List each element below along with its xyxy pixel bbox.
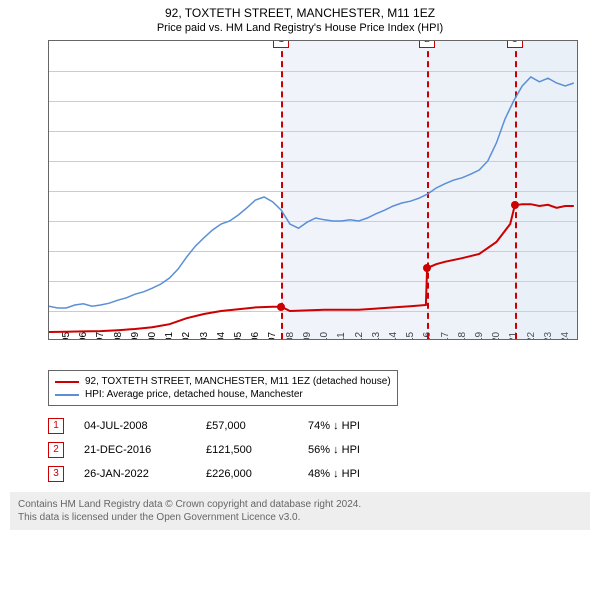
event-date: 04-JUL-2008 [84, 420, 194, 432]
legend-swatch [55, 381, 79, 383]
event-date: 21-DEC-2016 [84, 444, 194, 456]
plot-area: £0£50K£100K£150K£200K£250K£300K£350K£400… [48, 40, 578, 340]
event-dot [511, 201, 519, 209]
legend-item: HPI: Average price, detached house, Manc… [55, 388, 391, 401]
event-table: 1 04-JUL-2008 £57,000 74% ↓ HPI 2 21-DEC-2016… [48, 414, 590, 486]
series-svg [49, 41, 578, 340]
attribution-line: Contains HM Land Registry data © Crown c… [18, 498, 582, 511]
event-delta: 48% ↓ HPI [308, 468, 398, 480]
event-date: 26-JAN-2022 [84, 468, 194, 480]
event-dot [423, 264, 431, 272]
series-hpi [49, 77, 574, 308]
page-title: 92, TOXTETH STREET, MANCHESTER, M11 1EZ [10, 6, 590, 20]
attribution: Contains HM Land Registry data © Crown c… [10, 492, 590, 530]
attribution-line: This data is licensed under the Open Gov… [18, 511, 582, 524]
event-row: 1 04-JUL-2008 £57,000 74% ↓ HPI [48, 414, 590, 438]
event-number-box: 3 [48, 466, 64, 482]
event-row: 2 21-DEC-2016 £121,500 56% ↓ HPI [48, 438, 590, 462]
event-number-box: 1 [48, 418, 64, 434]
event-delta: 74% ↓ HPI [308, 420, 398, 432]
event-price: £226,000 [206, 468, 296, 480]
event-price: £57,000 [206, 420, 296, 432]
legend-label: HPI: Average price, detached house, Manc… [85, 389, 303, 400]
event-row: 3 26-JAN-2022 £226,000 48% ↓ HPI [48, 462, 590, 486]
legend: 92, TOXTETH STREET, MANCHESTER, M11 1EZ … [48, 370, 398, 406]
event-dot [277, 303, 285, 311]
series-property [49, 204, 574, 332]
legend-label: 92, TOXTETH STREET, MANCHESTER, M11 1EZ … [85, 376, 391, 387]
event-delta: 56% ↓ HPI [308, 444, 398, 456]
page-subtitle: Price paid vs. HM Land Registry's House … [10, 22, 590, 34]
event-price: £121,500 [206, 444, 296, 456]
legend-swatch [55, 394, 79, 396]
chart: £0£50K£100K£150K£200K£250K£300K£350K£400… [48, 40, 590, 340]
legend-item: 92, TOXTETH STREET, MANCHESTER, M11 1EZ … [55, 375, 391, 388]
event-number-box: 2 [48, 442, 64, 458]
